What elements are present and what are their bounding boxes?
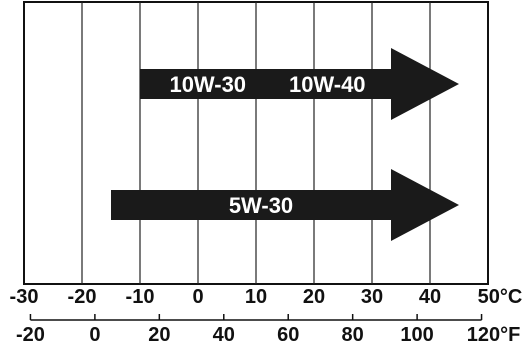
fahrenheit-tick-label: 40 bbox=[213, 324, 235, 346]
fahrenheit-tick-label: -20 bbox=[16, 324, 45, 346]
viscosity-arrows: 10W-30 10W-40 5W-30 bbox=[111, 48, 459, 241]
oil-grade-label: 10W-40 bbox=[289, 72, 366, 97]
fahrenheit-axis: -20 0 20 40 60 80 100 120°F bbox=[16, 314, 520, 346]
fahrenheit-tick-label: 80 bbox=[342, 324, 364, 346]
celsius-axis: -30 -20 -10 0 10 20 30 40 50°C bbox=[10, 286, 523, 308]
celsius-tick-label: 0 bbox=[192, 286, 203, 308]
celsius-tick-label: 30 bbox=[361, 286, 383, 308]
oil-grade-label: 10W-30 bbox=[169, 72, 246, 97]
fahrenheit-tick-label: 120°F bbox=[467, 324, 521, 346]
celsius-tick-label: 20 bbox=[303, 286, 325, 308]
fahrenheit-tick-label: 0 bbox=[89, 324, 100, 346]
celsius-tick-label: -30 bbox=[10, 286, 39, 308]
celsius-tick-label: -10 bbox=[126, 286, 155, 308]
celsius-tick-label: 50°C bbox=[478, 286, 523, 308]
chart-grid bbox=[23, 1, 489, 285]
fahrenheit-tick-label: 20 bbox=[148, 324, 170, 346]
oil-grade-label: 5W-30 bbox=[229, 193, 293, 218]
fahrenheit-tick-label: 100 bbox=[400, 324, 433, 346]
celsius-tick-label: 40 bbox=[419, 286, 441, 308]
celsius-tick-label: 10 bbox=[245, 286, 267, 308]
viscosity-arrow bbox=[111, 169, 459, 241]
fahrenheit-tick-label: 60 bbox=[277, 324, 299, 346]
viscosity-arrow bbox=[140, 48, 459, 120]
celsius-tick-label: -20 bbox=[68, 286, 97, 308]
